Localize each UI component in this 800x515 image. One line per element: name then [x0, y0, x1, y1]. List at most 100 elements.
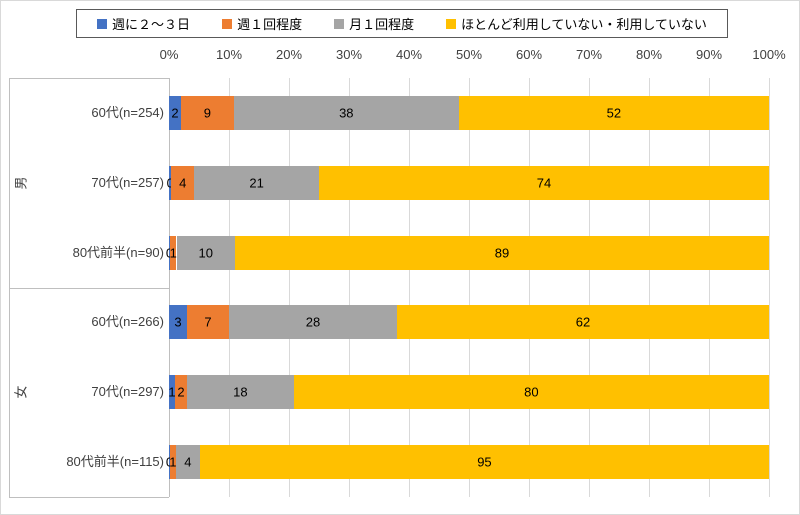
- bar-segment: [175, 375, 187, 409]
- bar-segment-label: 38: [339, 105, 354, 121]
- bar-segment: [187, 305, 229, 339]
- x-axis-tick-label: 20%: [275, 47, 303, 62]
- category-label: 80代前半(n=90): [72, 245, 164, 260]
- x-axis-tick-label: 70%: [575, 47, 603, 62]
- bar-segment-label: 1: [168, 384, 176, 400]
- bar-row: 014 95: [166, 445, 769, 479]
- bar-row: 2 9 38 52: [169, 96, 769, 130]
- legend-item: ほとんど利用していない・利用していない: [446, 14, 707, 33]
- bar-row: 01 10 89: [166, 236, 769, 270]
- bar-segment-label: 95: [477, 454, 492, 470]
- bar-segment: [169, 305, 187, 339]
- bar-segment-label: 0: [166, 247, 173, 260]
- bar-segment: [235, 236, 769, 270]
- x-axis-tick-label: 90%: [695, 47, 723, 62]
- category-area-top-border: [9, 78, 169, 79]
- value-axis-line: [169, 78, 170, 497]
- legend-item: 週に２～３日: [97, 14, 190, 33]
- bar-segment-label: 0: [166, 456, 173, 469]
- bar-segment: [187, 375, 294, 409]
- plot-area: 29385204217401108937286212188001495: [166, 78, 770, 497]
- category-label: 70代(n=257): [91, 175, 164, 190]
- category-label: 60代(n=254): [91, 105, 164, 120]
- x-axis-tick-label: 100%: [752, 47, 786, 62]
- bar-segment: [397, 305, 769, 339]
- chart-legend: 週に２～３日 週１回程度 月１回程度 ほとんど利用していない・利用していない: [76, 9, 728, 38]
- group-label-female: 女: [13, 385, 29, 399]
- category-label: 60代(n=266): [91, 314, 164, 329]
- bar-segment-label: 74: [536, 175, 552, 191]
- bar-segment: [293, 375, 769, 409]
- bar-segment: [169, 236, 170, 270]
- bar-segment-label: 1: [169, 454, 177, 470]
- category-label: 70代(n=297): [91, 384, 164, 399]
- bar-segment-label: 2: [171, 105, 179, 121]
- bar-segment-label: 28: [305, 314, 321, 330]
- x-axis-tick-label: 10%: [215, 47, 243, 62]
- legend-item-label: 月１回程度: [349, 17, 415, 32]
- bar-segment: [181, 96, 234, 130]
- bar-segment: [199, 445, 769, 479]
- bar-segment-label: 52: [606, 105, 622, 121]
- bar-segment: [169, 236, 177, 270]
- bar-segment: [458, 96, 769, 130]
- gridline: [289, 78, 290, 497]
- bar-segment-label: 10: [198, 245, 213, 261]
- x-axis-tick-label: 30%: [335, 47, 363, 62]
- legend-swatch-icon: [222, 18, 233, 29]
- legend-item: 週１回程度: [222, 14, 302, 33]
- bar-segment-label: 4: [179, 175, 187, 191]
- bar-segment: [319, 166, 769, 200]
- bar-segment-label: 80: [524, 384, 539, 400]
- bar-segment: [171, 166, 195, 200]
- bar-segment-label: 62: [575, 314, 591, 330]
- bar-segment: [169, 96, 181, 130]
- bar-segment: [169, 445, 176, 479]
- gridline: [649, 78, 650, 497]
- bar-row: 0 4 21 74: [166, 166, 769, 200]
- category-area-bottom-border: [9, 497, 169, 498]
- gridline: [469, 78, 470, 497]
- x-axis-tick-label: 0%: [159, 47, 179, 62]
- bar-segment-label: 4: [184, 454, 192, 470]
- bar-segment: [194, 166, 319, 200]
- bar-segment: [176, 236, 235, 270]
- bar-segment-label: 18: [233, 384, 248, 400]
- category-label: 80代前半(n=115): [66, 454, 164, 469]
- gridline: [529, 78, 530, 497]
- legend-item-label: ほとんど利用していない・利用していない: [461, 17, 707, 32]
- x-axis-tick-label: 50%: [455, 47, 483, 62]
- bar-segment: [175, 445, 200, 479]
- legend-swatch-icon: [97, 18, 108, 29]
- legend-swatch-icon: [446, 18, 457, 29]
- legend-item-label: 週に２～３日: [112, 17, 191, 32]
- bar-segment-label: 3: [174, 314, 182, 330]
- bar-row: 3 7 28 62: [169, 305, 769, 339]
- x-axis-tick-label: 40%: [395, 47, 423, 62]
- bar-segment-label: 2: [177, 384, 185, 400]
- group-label-male: 男: [13, 176, 29, 190]
- gridline: [349, 78, 350, 497]
- gridline: [709, 78, 710, 497]
- bar-segment: [169, 166, 172, 200]
- gridline: [769, 78, 770, 497]
- gridline: [229, 78, 230, 497]
- bar-segment-label: 0: [166, 175, 174, 191]
- bar-segment: [169, 445, 170, 479]
- bar-segment-label: 7: [204, 314, 212, 330]
- group-divider-line: [9, 288, 169, 289]
- bar-row: 1 2 18 80: [168, 375, 769, 409]
- bar-segment-label: 21: [249, 175, 264, 191]
- bar-segment-label: 9: [203, 105, 212, 121]
- x-axis-tick-label: 80%: [635, 47, 663, 62]
- legend-item-label: 週１回程度: [237, 17, 303, 32]
- legend-swatch-icon: [334, 18, 345, 29]
- bar-segment: [169, 375, 175, 409]
- bar-segment: [229, 305, 397, 339]
- bar-segment: [233, 96, 459, 130]
- gridline: [409, 78, 410, 497]
- category-area-left-border: [9, 78, 10, 497]
- gridline: [589, 78, 590, 497]
- x-axis-tick-label: 60%: [515, 47, 543, 62]
